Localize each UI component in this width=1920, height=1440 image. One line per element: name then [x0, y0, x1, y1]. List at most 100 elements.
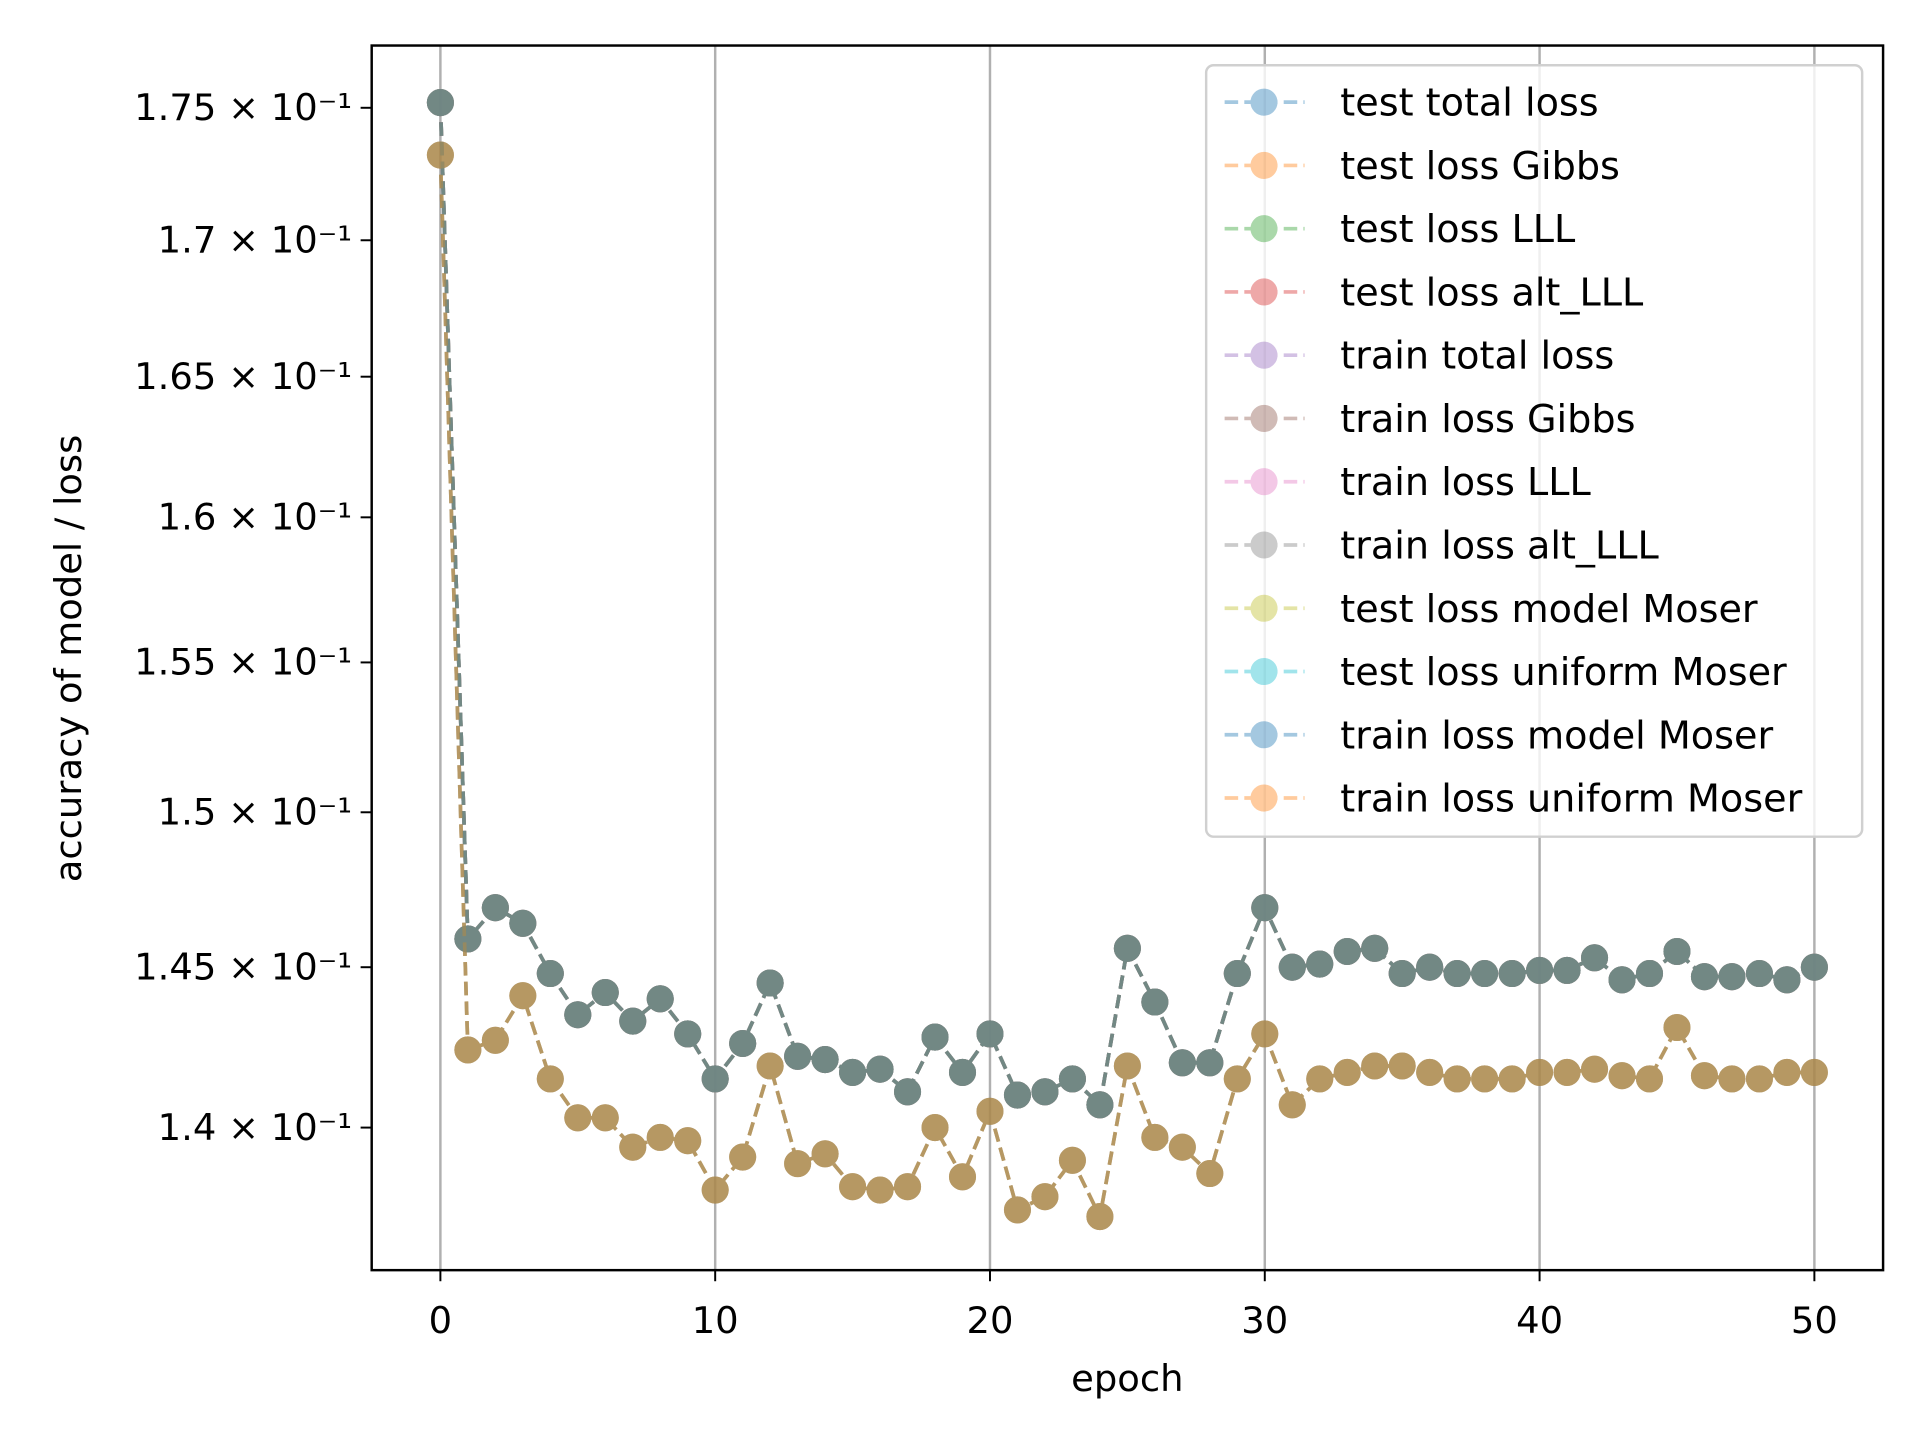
series-marker — [839, 1173, 867, 1201]
x-tick-label: 40 — [1516, 1299, 1563, 1342]
series-marker — [894, 1078, 922, 1106]
series-marker — [1553, 956, 1581, 984]
series-marker — [1251, 894, 1279, 922]
series-marker — [619, 1007, 647, 1035]
series-marker — [1168, 1133, 1196, 1161]
series-marker — [1223, 1065, 1251, 1093]
series-marker — [1058, 1065, 1086, 1093]
series-marker — [426, 141, 454, 169]
series-marker — [1003, 1081, 1032, 1109]
series-marker — [426, 141, 454, 169]
y-tick-label: 1.65 × 10⁻¹ — [134, 355, 352, 398]
series-marker — [756, 969, 784, 997]
series-marker — [921, 1023, 949, 1051]
series-marker — [481, 894, 509, 922]
series-marker — [564, 1001, 592, 1029]
legend-marker — [1250, 151, 1278, 179]
series-marker — [1690, 963, 1718, 991]
legend-label: train loss LLL — [1340, 460, 1591, 504]
series-marker — [1058, 1065, 1086, 1093]
series-marker — [1581, 1055, 1609, 1083]
series-marker — [1361, 1052, 1389, 1080]
series-marker — [784, 1042, 812, 1070]
legend-handle — [1224, 88, 1305, 116]
series-marker — [1278, 953, 1306, 981]
series-marker — [948, 1058, 977, 1086]
series-marker — [839, 1058, 867, 1086]
series-marker — [1306, 1065, 1334, 1093]
series-marker — [756, 969, 784, 997]
series-marker — [1608, 1062, 1636, 1090]
series-marker — [976, 1097, 1004, 1125]
legend-marker — [1250, 88, 1278, 116]
series-marker — [1113, 934, 1141, 962]
series-marker — [1278, 953, 1306, 981]
series-marker — [1058, 1065, 1086, 1093]
series-marker — [921, 1023, 949, 1051]
series-marker — [1443, 959, 1471, 988]
series-marker — [1333, 937, 1361, 966]
series-marker — [1608, 966, 1636, 994]
series-marker — [1553, 956, 1581, 984]
series-marker — [701, 1176, 729, 1204]
series-marker — [1141, 988, 1169, 1016]
series-marker — [509, 909, 537, 937]
series-marker — [591, 978, 619, 1007]
series-marker — [756, 969, 784, 997]
series-marker — [784, 1042, 812, 1070]
series-marker — [839, 1173, 867, 1201]
series-marker — [481, 894, 509, 922]
series-line — [438, 102, 1816, 1109]
series-marker — [1113, 934, 1141, 962]
series-marker — [454, 1036, 482, 1064]
series-marker — [1416, 953, 1444, 981]
series-marker — [1608, 966, 1636, 994]
series-marker — [426, 141, 454, 169]
series-marker — [674, 1020, 702, 1048]
series-marker — [1745, 1065, 1773, 1093]
series-marker — [1416, 953, 1444, 981]
series-marker — [1031, 1078, 1059, 1106]
series-marker — [674, 1020, 702, 1048]
series-marker — [756, 969, 784, 997]
series-marker — [591, 978, 619, 1007]
series-marker — [619, 1133, 647, 1161]
series-marker — [866, 1055, 894, 1083]
series-marker — [1141, 988, 1169, 1016]
series-marker — [619, 1007, 647, 1035]
series-marker — [481, 894, 509, 922]
series-marker — [509, 909, 537, 937]
series-marker — [1251, 894, 1279, 922]
legend-handle — [1224, 278, 1305, 306]
series-marker — [591, 1104, 619, 1132]
series-marker — [1058, 1146, 1086, 1174]
legend-label: test total loss — [1340, 81, 1598, 125]
series-marker — [701, 1065, 729, 1093]
series-marker — [1003, 1081, 1032, 1109]
series-marker — [564, 1104, 592, 1132]
series-marker — [481, 1026, 509, 1054]
series-marker — [1058, 1065, 1086, 1093]
series-marker — [976, 1097, 1004, 1125]
series-marker — [866, 1055, 894, 1083]
series-marker — [948, 1163, 977, 1191]
series-marker — [1113, 934, 1141, 962]
series-marker — [536, 959, 564, 988]
series-marker — [1635, 959, 1664, 988]
series-marker — [1581, 944, 1609, 972]
series-marker — [536, 1065, 564, 1093]
series-marker — [1800, 953, 1828, 981]
series-marker — [1718, 1065, 1746, 1093]
series-marker — [811, 1140, 839, 1168]
legend-label: train loss model Moser — [1340, 713, 1773, 757]
series-marker — [619, 1007, 647, 1035]
series-marker — [1526, 1058, 1554, 1086]
series-marker — [1443, 959, 1471, 988]
series-marker — [1608, 1062, 1636, 1090]
series-line — [438, 102, 1816, 1109]
series-marker — [948, 1163, 977, 1191]
series-marker — [701, 1176, 729, 1204]
series-marker — [948, 1058, 977, 1086]
series-marker — [701, 1065, 729, 1093]
series-marker — [1361, 934, 1389, 962]
